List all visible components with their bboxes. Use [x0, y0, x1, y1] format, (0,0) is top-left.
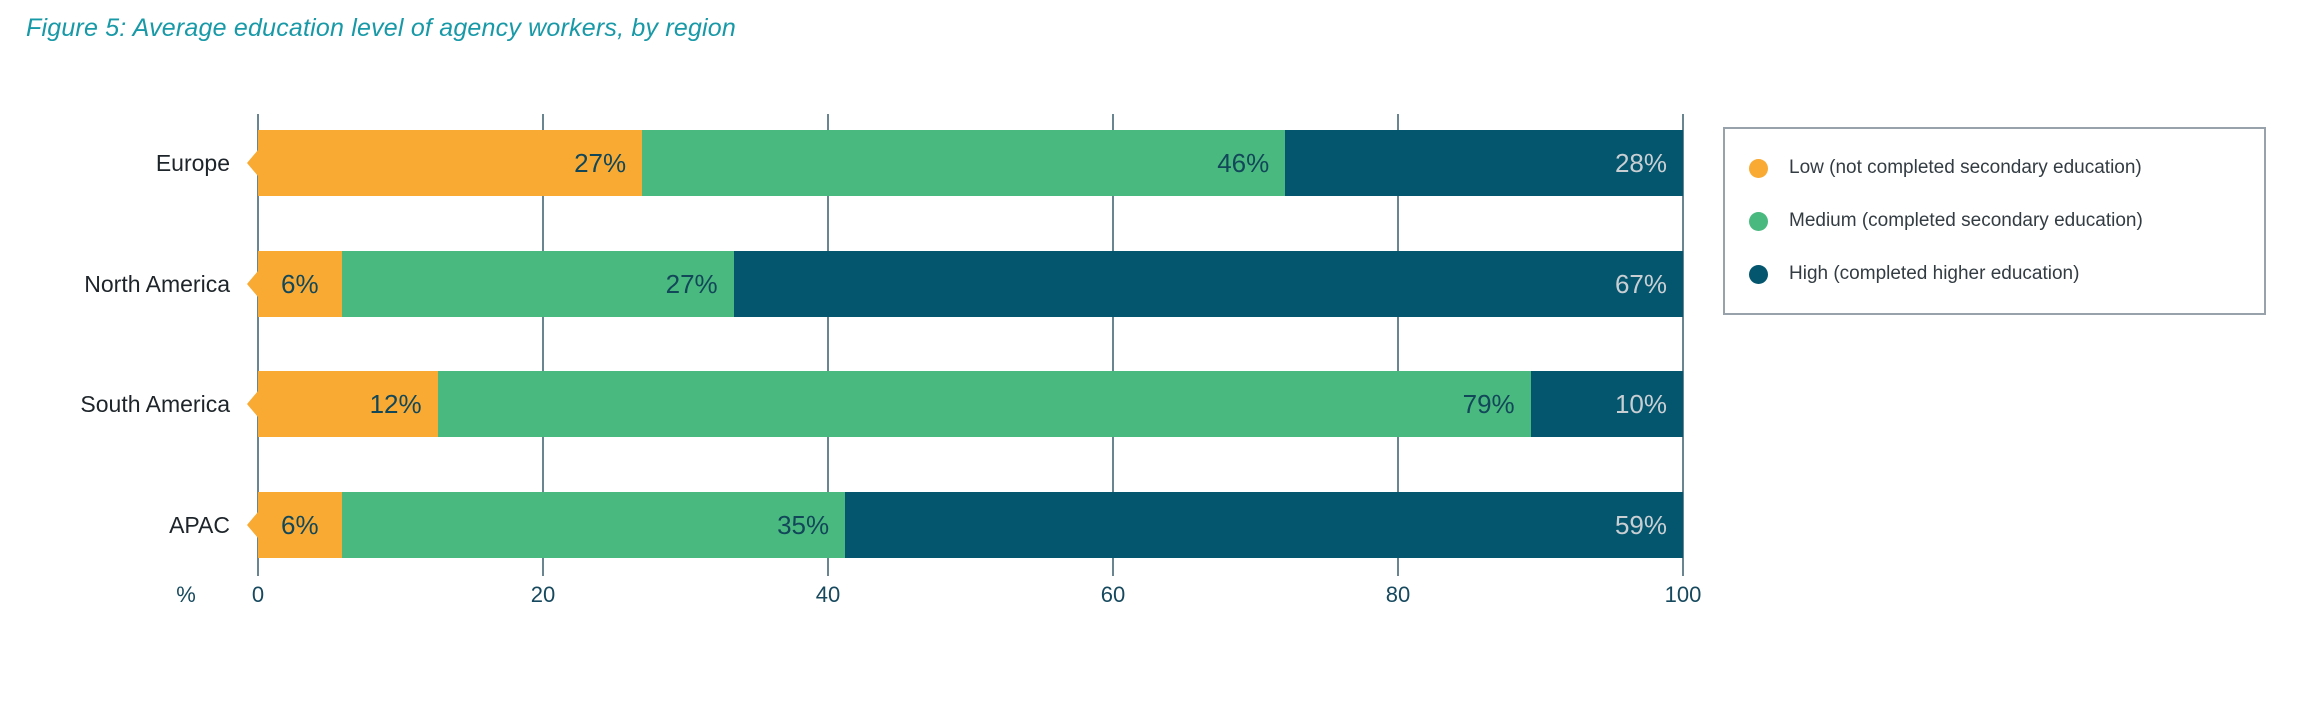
x-tick-label: 80: [1385, 582, 1411, 607]
bar-segment-medium: 35%: [341, 492, 846, 558]
bar-row: 12% 79% 10%: [247, 371, 1684, 437]
segment-value-label: 12%: [369, 388, 422, 419]
category-label: South America: [80, 390, 230, 417]
bar-segment-low: 12%: [258, 371, 438, 437]
gridline: [1682, 114, 1684, 576]
legend-item-label: High (completed higher education): [1789, 263, 2080, 284]
segment-value-label: 67%: [1614, 268, 1667, 299]
pointer-arrow-icon: [247, 391, 258, 417]
bar-row: 6% 27% 67%: [247, 251, 1683, 317]
gridline: [1112, 114, 1114, 576]
gridline: [542, 114, 544, 576]
legend-dot-icon: [1749, 211, 1768, 231]
legend: Low (not completed secondary education) M…: [1723, 127, 2266, 315]
segment-value-label: 59%: [1614, 509, 1667, 540]
segment-value-label: 6%: [281, 509, 319, 540]
bar-segment-high: 67%: [733, 251, 1683, 317]
category-label: Europe: [155, 149, 230, 176]
bar-segment-high: 10%: [1530, 371, 1684, 437]
bar-segment-medium: 46%: [642, 130, 1286, 196]
legend-item-label: Medium (completed secondary education): [1789, 210, 2143, 231]
bar-row: 6% 35% 59%: [247, 492, 1683, 558]
bar-segment-low: 6%: [258, 492, 342, 558]
segment-value-label: 79%: [1462, 388, 1515, 419]
gridline: [1397, 114, 1399, 576]
bar-row: 27% 46% 28%: [247, 130, 1684, 196]
pointer-arrow-icon: [247, 150, 258, 176]
x-tick-label: 0: [251, 582, 265, 607]
legend-item: High (completed higher education): [1749, 263, 2264, 285]
legend-item-label: Low (not completed secondary education): [1789, 157, 2142, 178]
segment-value-label: 46%: [1217, 147, 1270, 178]
x-tick-label: 100: [1664, 582, 1702, 607]
legend-item: Low (not completed secondary education): [1749, 157, 2264, 179]
legend-item: Medium (completed secondary education): [1749, 210, 2264, 232]
gridline: [257, 114, 259, 576]
bar-segment-low: 6%: [258, 251, 342, 317]
bar-segment-medium: 79%: [437, 371, 1531, 437]
bar-segment-high: 28%: [1285, 130, 1684, 196]
pointer-arrow-icon: [247, 512, 258, 538]
segment-value-label: 10%: [1614, 388, 1668, 419]
segment-value-label: 27%: [574, 147, 627, 178]
category-label: North America: [84, 270, 230, 297]
segment-value-label: 35%: [777, 509, 830, 540]
x-axis-unit-label: %: [176, 582, 196, 607]
segment-value-label: 27%: [665, 268, 718, 299]
category-label: APAC: [169, 511, 230, 538]
bar-segment-medium: 27%: [341, 251, 734, 317]
gridline: [827, 114, 829, 576]
bar-segment-low: 27%: [258, 130, 643, 196]
x-tick-label: 60: [1100, 582, 1126, 607]
x-tick-label: 40: [815, 582, 841, 607]
figure-title: Figure 5: Average education level of age…: [26, 14, 737, 42]
x-tick-label: 20: [530, 582, 556, 607]
pointer-arrow-icon: [247, 271, 258, 297]
legend-dot-icon: [1749, 264, 1768, 284]
legend-dot-icon: [1749, 158, 1768, 178]
segment-value-label: 6%: [281, 268, 319, 299]
bar-segment-high: 59%: [845, 492, 1683, 558]
segment-value-label: 28%: [1614, 147, 1668, 178]
